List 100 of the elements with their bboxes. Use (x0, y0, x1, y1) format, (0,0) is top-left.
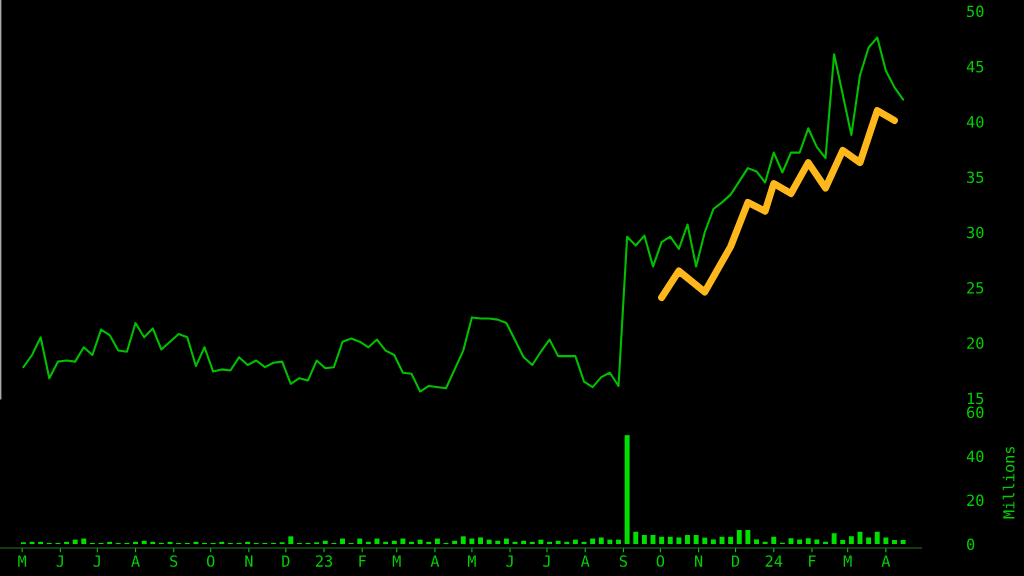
bar (288, 536, 294, 545)
x-tick-label: J (93, 555, 100, 567)
bar (426, 541, 432, 545)
bar (340, 538, 345, 545)
x-tick-label: J (506, 555, 513, 567)
y-tick-label: 15 (967, 392, 984, 405)
x-tick-label: 23 (315, 555, 333, 567)
x-tick-label: S (170, 555, 178, 567)
bar (555, 540, 561, 545)
x-tick-label: A (881, 555, 891, 567)
bar (572, 539, 578, 545)
bar (503, 538, 509, 545)
bar (590, 538, 596, 545)
x-tick-label: M (843, 555, 852, 567)
bar (624, 435, 630, 545)
bar (685, 535, 690, 545)
bar (883, 537, 889, 545)
bar (486, 539, 492, 545)
x-tick-label: F (809, 555, 816, 567)
y-tick-label: 35 (967, 171, 984, 184)
y-tick-label: 40 (966, 116, 984, 128)
bar (892, 540, 897, 545)
x-tick-label: M (18, 555, 27, 567)
bar (469, 538, 475, 545)
y-tick-label: 30 (967, 226, 984, 239)
y-tick-label: 45 (966, 61, 984, 73)
bar (633, 531, 639, 545)
bar (702, 537, 708, 545)
bar (693, 535, 699, 545)
bar (848, 536, 854, 545)
bar (391, 540, 397, 545)
y-tick-label: 50 (967, 5, 984, 18)
bar (133, 541, 138, 545)
bar (409, 541, 414, 545)
bar (667, 536, 673, 545)
bar (831, 533, 837, 545)
bar (736, 529, 742, 545)
x-tick-label: A (131, 555, 140, 567)
x-tick-label: M (467, 555, 476, 567)
bar (598, 537, 604, 545)
bar (383, 541, 389, 545)
bar (745, 529, 751, 545)
bar (478, 537, 483, 545)
y2-axis-title: Millions (1002, 446, 1015, 519)
y2-tick-label: 60 (967, 406, 984, 419)
bar (866, 537, 872, 545)
bar (322, 540, 328, 545)
bar (805, 538, 811, 545)
x-tick-label: D (282, 555, 290, 567)
bar (564, 541, 570, 545)
y2-tick-label: 0 (967, 538, 975, 551)
bar (616, 539, 621, 545)
x-tick-label: J (56, 555, 63, 567)
bar (754, 539, 759, 545)
bar (81, 538, 87, 545)
bar (365, 541, 371, 545)
bar (840, 540, 846, 545)
bar (452, 540, 458, 545)
bar (193, 541, 199, 545)
bar (38, 541, 44, 545)
bar (814, 539, 820, 545)
bar (607, 539, 613, 545)
x-tick-label: N (695, 555, 703, 567)
bar (219, 541, 225, 545)
bar (900, 540, 906, 545)
bar (141, 540, 147, 545)
y-tick-label: 20 (967, 337, 984, 349)
x-tick-label: A (580, 555, 590, 567)
bar (357, 538, 363, 545)
bar (676, 537, 682, 545)
x-tick-label: F (359, 555, 366, 567)
x-tick-label: S (619, 555, 628, 567)
bar (417, 539, 423, 545)
bar (538, 539, 544, 545)
bar (434, 538, 440, 545)
bar (641, 535, 647, 545)
x-tick-label: J (543, 555, 550, 567)
bar (771, 536, 777, 545)
bar (72, 539, 78, 545)
x-tick-label: N (245, 555, 253, 567)
line-series (22, 36, 905, 393)
bar (659, 536, 665, 545)
bar (150, 541, 156, 545)
bar (495, 540, 501, 545)
bar (529, 541, 535, 545)
bar (874, 531, 880, 545)
bar (547, 541, 552, 545)
bar (728, 536, 734, 545)
bar (460, 536, 466, 545)
x-tick-label: D (731, 555, 740, 567)
bar (245, 541, 251, 545)
bar (400, 538, 406, 545)
x-tick-label: A (430, 555, 440, 567)
x-tick-label: O (206, 555, 215, 567)
x-tick-label: 24 (765, 555, 783, 567)
bar (797, 539, 803, 545)
x-tick-label: M (392, 555, 401, 567)
bar (107, 541, 113, 545)
bar (710, 539, 716, 545)
x-tick-label: O (656, 555, 665, 567)
